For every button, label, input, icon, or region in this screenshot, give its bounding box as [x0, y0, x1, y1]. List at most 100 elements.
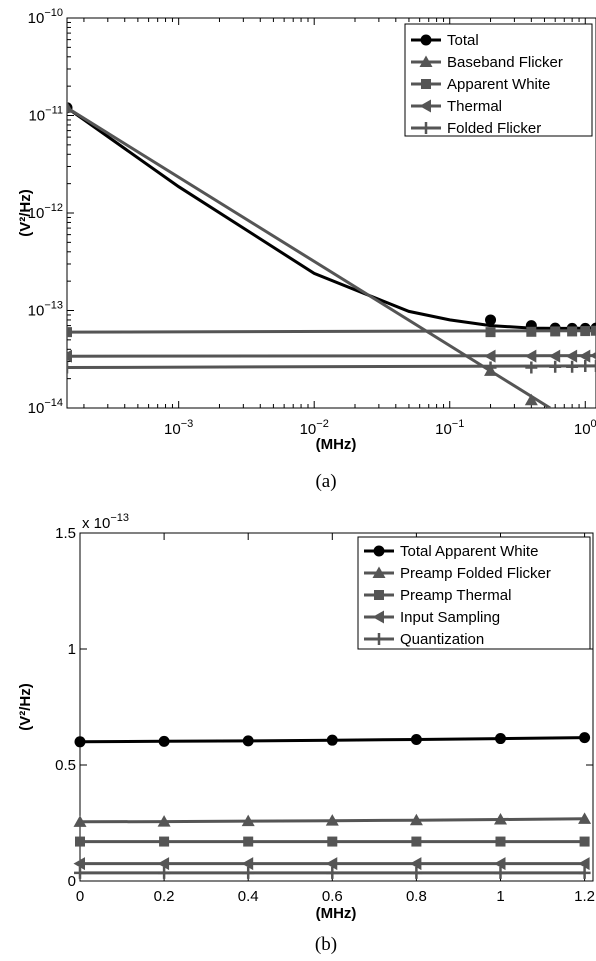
panel-b-data-point	[493, 813, 507, 825]
panel-a-x-axis-label: (MHz)	[316, 436, 357, 453]
panel-a-y-axis-label: (V²/Hz)	[17, 189, 34, 237]
panel-b-data-point	[157, 857, 170, 871]
panel-b-x-axis-label: (MHz)	[316, 905, 357, 922]
panel-a-data-point	[485, 314, 497, 326]
panel-a-data-point	[524, 349, 537, 363]
panel-b-data-point	[241, 814, 255, 827]
panel-a-series-0	[67, 102, 596, 334]
panel-b-data-point	[74, 736, 86, 748]
panel-a-data-point	[565, 349, 578, 363]
panel-b-data-point	[243, 836, 254, 847]
panel-a-data-point	[567, 326, 578, 337]
panel-b-data-point	[410, 733, 422, 745]
panel-b-data-point	[241, 857, 254, 871]
panel-a-data-point	[67, 327, 72, 338]
panel-b-legend-label: Input Sampling	[400, 609, 500, 626]
panel-a-data-point	[550, 326, 561, 337]
panel-b-data-point	[325, 857, 338, 871]
panel-a-data-point	[67, 361, 73, 374]
panel-b-plot-frame	[79, 532, 594, 882]
panel-b-chart: 0 0.2 0.4 0.6 0.8 1 1.2 0 0.5 1 1.5 x 10−13 (MHz) (…	[17, 512, 595, 955]
panel-a-legend-label: Apparent White	[447, 76, 550, 93]
panel-b-data-point	[495, 836, 506, 847]
panel-a-legend-marker	[419, 55, 433, 67]
panel-a-data-point	[67, 101, 74, 113]
panel-b-y-tick-label: 0.5	[55, 757, 76, 774]
panel-a-legend-marker	[421, 79, 431, 89]
panel-a-data-point	[525, 361, 538, 374]
panel-a-legend-box	[404, 23, 593, 137]
panel-b-data-point	[326, 734, 338, 746]
panel-b-series	[73, 732, 592, 879]
panel-b-data-point	[578, 866, 591, 879]
panel-a-x-tick-label: 10−2	[300, 418, 329, 438]
panel-b-data-point	[73, 815, 87, 827]
panel-b-x-tick-label: 0	[76, 888, 84, 905]
panel-b-series-2	[75, 836, 590, 847]
panel-b-series-4	[74, 866, 591, 879]
panel-a-series-3	[67, 349, 596, 363]
panel-a-series-line	[67, 329, 596, 334]
panel-a-series-4	[67, 359, 596, 374]
panel-b-x-tick-label: 0.8	[406, 888, 427, 905]
panel-b-legend-marker	[374, 590, 384, 600]
panel-a-data-point	[549, 360, 562, 373]
panel-b-data-point	[75, 836, 85, 847]
panel-b-x-tick-label: 0.2	[154, 888, 175, 905]
panel-b-data-point	[409, 857, 422, 871]
panel-b-data-point	[158, 735, 170, 747]
panel-a-x-tick-label: 100	[574, 418, 596, 438]
panel-a-series-line	[67, 364, 596, 369]
panel-b-series-3	[73, 857, 590, 871]
panel-b-data-point	[242, 735, 254, 747]
panel-a-x-tick-label: 10−3	[164, 418, 193, 438]
panel-b-x-tick-label: 1	[496, 888, 504, 905]
panel-b-data-point	[74, 866, 86, 879]
panel-b-y-tick-label: 1.5	[55, 525, 76, 542]
panel-b-legend-marker	[373, 633, 385, 645]
panel-b-series-0	[74, 732, 591, 748]
panel-a-data-point	[524, 393, 538, 406]
panel-a-ticks: 10−3 10−2 10−1 100 10−14 10−13 10−12 10−11 10−10	[28, 7, 596, 438]
panel-a-data-point	[589, 351, 596, 360]
panel-b-series-1	[73, 812, 592, 827]
panel-a-data-point	[67, 349, 72, 363]
panel-b-legend-label: Preamp Thermal	[400, 587, 511, 604]
panel-b-data-point	[242, 866, 255, 879]
panel-b-data-point	[73, 857, 85, 871]
panel-b-y-axis-label: (V²/Hz)	[17, 683, 34, 731]
panel-a-data-point	[591, 325, 596, 336]
panel-b-data-point	[411, 836, 422, 847]
panel-a-series-1	[67, 101, 551, 408]
panel-b-data-point	[325, 814, 339, 826]
panel-b-legend-label: Preamp Folded Flicker	[400, 565, 551, 582]
panel-b-data-point	[159, 836, 170, 847]
panel-a-legend-label: Thermal	[447, 98, 502, 115]
panel-b-data-point	[494, 733, 506, 745]
panel-b-data-point	[579, 732, 591, 744]
panel-b-ticks: 0 0.2 0.4 0.6 0.8 1 1.2 0 0.5 1 1.5 x 10−13	[55, 512, 595, 905]
panel-a-x-tick-label: 10−1	[435, 418, 464, 438]
panel-a-series-line	[67, 106, 596, 330]
panel-a-legend-marker	[419, 99, 431, 113]
panel-b-data-point	[327, 836, 338, 847]
panel-a-legend-label: Total	[447, 32, 479, 49]
panel-a-series-2	[67, 325, 596, 338]
panel-b-legend-marker	[372, 610, 384, 624]
panel-a-y-tick-label: 10−10	[28, 7, 63, 27]
panel-b-data-point	[578, 812, 592, 824]
panel-b-legend-marker	[373, 545, 385, 557]
panel-b-data-point	[158, 866, 171, 879]
panel-a-series	[67, 101, 596, 408]
panel-a-y-tick-label: 10−11	[28, 105, 63, 125]
panel-a-legend-marker	[420, 122, 432, 134]
panel-b-data-point	[493, 857, 506, 871]
panel-b-legend: Total Apparent White Preamp Folded Flicke…	[357, 536, 591, 650]
panel-a-legend: Total Baseband Flicker Apparent White Therm…	[404, 23, 593, 137]
panel-a-data-point	[580, 326, 591, 337]
panel-a-data-point	[579, 359, 592, 372]
panel-a-y-tick-label: 10−13	[28, 300, 63, 320]
panel-b-y-multiplier: x 10−13	[82, 512, 129, 532]
panel-a-data-point	[484, 361, 497, 374]
